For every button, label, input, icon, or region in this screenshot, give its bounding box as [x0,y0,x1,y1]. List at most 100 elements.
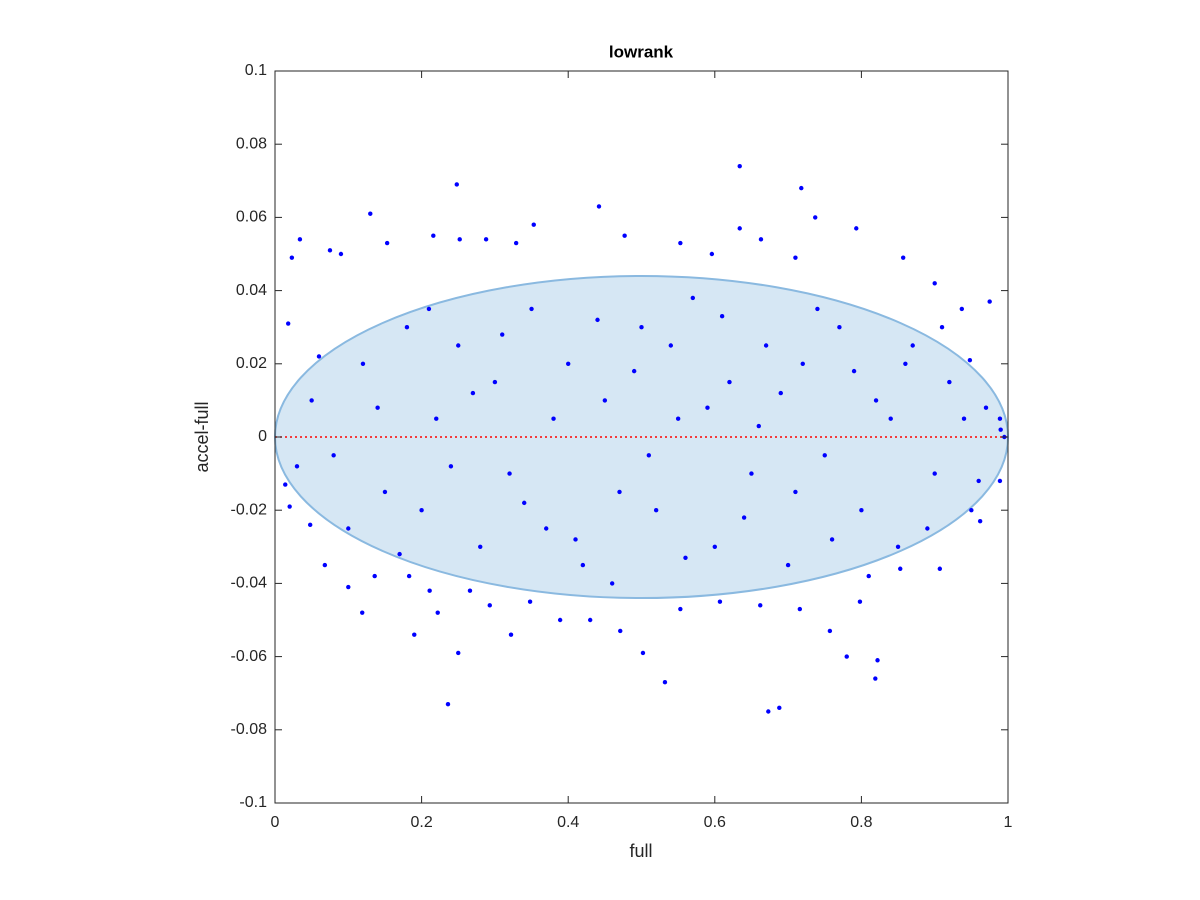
point [609,581,615,586]
point [617,489,622,495]
point [925,526,930,531]
point [431,233,436,238]
point [346,526,351,531]
point [316,354,322,359]
point [445,701,451,707]
point [631,368,637,374]
point [492,379,498,385]
point [987,299,992,304]
point [419,508,424,513]
point [900,255,906,260]
point [797,606,803,612]
point [360,361,366,366]
point [719,314,725,319]
x-tick-label: 0.2 [410,814,432,831]
point [895,544,901,549]
point [766,709,771,714]
x-tick-label: 0.4 [557,814,579,831]
point [287,504,292,509]
y-tick-label: -0.1 [239,794,267,811]
point [678,240,683,246]
point [580,562,586,568]
point [522,500,527,506]
point [777,705,782,711]
point [813,215,818,220]
x-tick-label: 0 [271,814,280,831]
point [705,405,710,410]
point [456,343,461,348]
point [793,255,798,260]
point [500,332,505,337]
point [360,610,365,615]
point [478,544,483,549]
point [640,650,646,656]
point [412,632,417,637]
point [289,255,295,260]
point [932,471,937,476]
point [338,251,344,257]
point [470,390,476,396]
point [346,584,351,590]
point [829,537,835,542]
point [426,306,432,312]
point [778,390,783,396]
point [678,606,683,612]
point [793,489,798,495]
y-tick-label: -0.08 [231,721,268,738]
y-tick-label: 0.1 [245,62,267,79]
point [837,325,842,330]
point [939,325,945,330]
point [799,185,804,191]
point [749,471,754,476]
x-tick-label: 0.6 [704,814,726,831]
point [596,204,602,209]
point [969,508,974,513]
point [763,343,769,348]
point [566,361,571,366]
point [513,240,519,246]
point [967,357,973,363]
y-tick-label: -0.04 [231,575,268,592]
point [404,325,410,330]
y-tick-label: -0.02 [231,501,268,518]
point [283,482,288,487]
point [888,416,893,421]
point [544,526,549,531]
point [717,599,723,604]
x-tick-label: 0.8 [850,814,872,831]
point [997,416,1003,421]
point [758,237,764,242]
point [375,405,380,410]
point [668,343,674,348]
point [456,650,461,656]
point [662,680,668,685]
point [331,453,336,458]
point [844,654,849,659]
point [529,306,534,312]
chart-title: lowrank [609,42,674,61]
point [307,522,313,528]
point [397,551,402,557]
point [737,163,742,169]
point [406,573,412,579]
point [947,379,952,385]
point [434,416,439,421]
point [595,317,600,323]
y-tick-label: 0 [258,428,267,445]
point [727,379,732,385]
point [854,226,859,231]
point [815,306,820,312]
point [932,281,937,286]
point [322,562,328,568]
point [690,295,696,301]
point [903,361,908,366]
point [758,603,763,608]
point [873,676,878,681]
point [961,416,967,421]
point [737,226,742,231]
point [602,398,608,403]
point [875,658,880,663]
point [653,508,659,513]
point [531,222,536,227]
point [712,544,717,549]
